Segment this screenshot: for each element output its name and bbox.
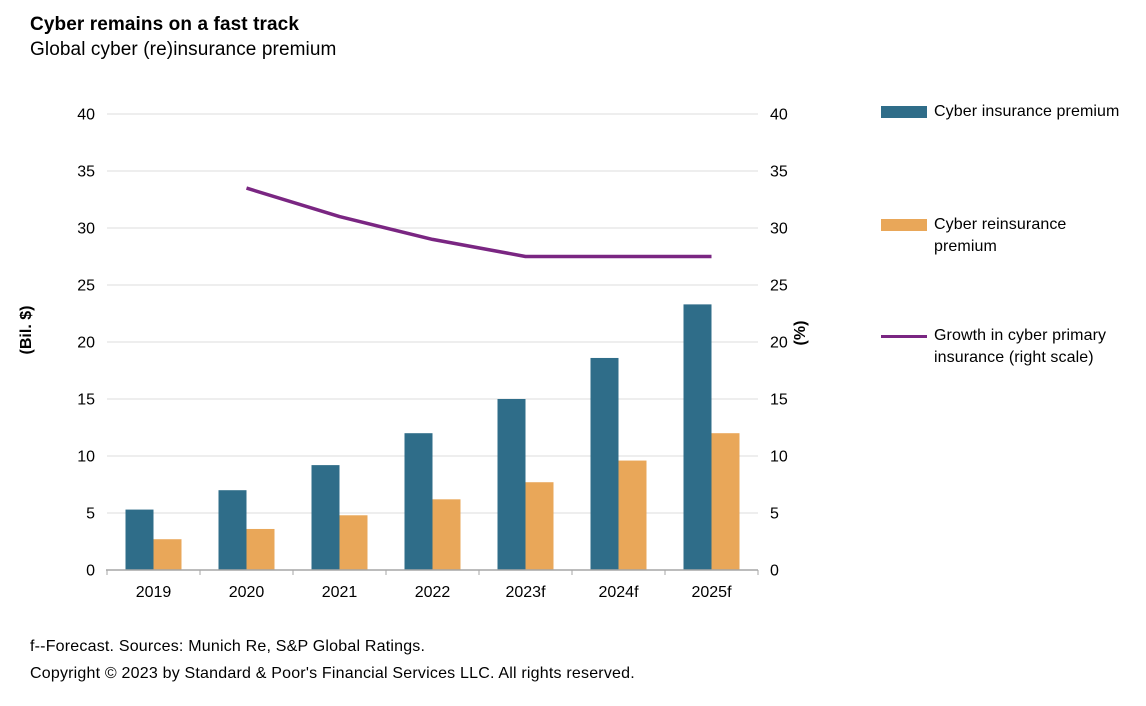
chart-header: Cyber remains on a fast track Global cyb… [30, 12, 336, 62]
legend-label-growth-line: Growth in cyber primary insurance (right… [934, 327, 1107, 366]
x-tick-label: 2022 [415, 584, 451, 601]
right-tick-label: 40 [770, 107, 788, 124]
legend-label-cyber-insurance: Cyber insurance premium [934, 103, 1120, 120]
legend-item-cyber-insurance: Cyber insurance premium [881, 101, 1124, 123]
left-tick-label: 15 [77, 392, 95, 409]
bar [218, 490, 247, 570]
left-tick-label: 20 [77, 335, 95, 352]
legend-swatch-cyber-reinsurance [881, 219, 927, 231]
bar [404, 433, 433, 570]
left-tick-label: 25 [77, 278, 95, 295]
bar [590, 357, 619, 570]
bar [432, 499, 461, 570]
copyright: Copyright © 2023 by Standard & Poor's Fi… [30, 665, 635, 682]
left-tick-label: 10 [77, 449, 95, 466]
x-tick-label: 2023f [505, 584, 546, 601]
bar [525, 482, 554, 570]
left-tick-label: 5 [86, 506, 95, 523]
legend-label-cyber-reinsurance: Cyber reinsurance premium [934, 216, 1067, 255]
footnote: f--Forecast. Sources: Munich Re, S&P Glo… [30, 638, 426, 655]
bar [339, 515, 368, 570]
bar [497, 399, 526, 570]
right-tick-label: 20 [770, 335, 788, 352]
right-tick-label: 15 [770, 392, 788, 409]
right-tick-label: 30 [770, 221, 788, 238]
right-tick-label: 35 [770, 164, 788, 181]
bar [311, 465, 340, 570]
right-axis-unit-label: (%) [792, 321, 809, 346]
chart-subtitle: Global cyber (re)insurance premium [30, 39, 337, 60]
legend-item-cyber-reinsurance: Cyber reinsurance premium [881, 214, 1124, 258]
x-tick-label: 2021 [322, 584, 358, 601]
x-tick-label: 2019 [136, 584, 172, 601]
left-axis-unit-label: (Bil. $) [18, 306, 35, 355]
bar [153, 539, 182, 570]
right-tick-label: 25 [770, 278, 788, 295]
bar [125, 509, 154, 570]
x-tick-label: 2020 [229, 584, 265, 601]
right-tick-label: 10 [770, 449, 788, 466]
growth-line [245, 186, 712, 259]
bar [683, 304, 712, 570]
legend-swatch-growth-line [881, 335, 927, 338]
x-tick-label: 2024f [598, 584, 639, 601]
left-tick-label: 0 [86, 563, 95, 580]
left-tick-label: 35 [77, 164, 95, 181]
bar [618, 460, 647, 570]
left-tick-label: 30 [77, 221, 95, 238]
bar [711, 433, 740, 570]
bar [246, 528, 275, 570]
left-tick-label: 40 [77, 107, 95, 124]
right-tick-label: 0 [770, 563, 779, 580]
legend-item-growth-line: Growth in cyber primary insurance (right… [881, 325, 1124, 369]
x-tick-label: 2025f [691, 584, 732, 601]
legend-swatch-cyber-insurance [881, 106, 927, 118]
right-tick-label: 5 [770, 506, 779, 523]
chart-footer: f--Forecast. Sources: Munich Re, S&P Glo… [30, 633, 635, 687]
chart-title: Cyber remains on a fast track [30, 14, 300, 35]
